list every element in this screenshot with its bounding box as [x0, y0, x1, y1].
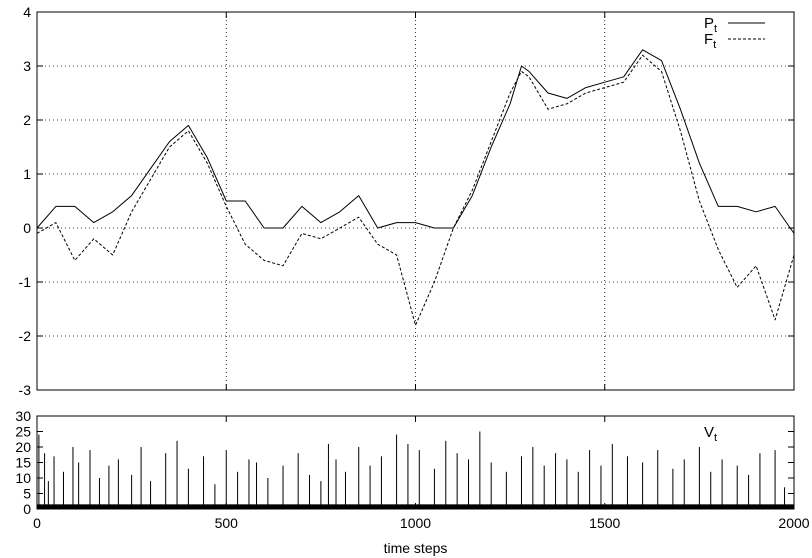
legend-label-Vt: Vt — [704, 424, 717, 444]
y-tick-label: 3 — [23, 58, 31, 74]
y-tick-label: 15 — [15, 455, 31, 471]
legend-name: P — [704, 15, 714, 32]
series-line-Pt — [36, 49, 795, 234]
legend-subscript: t — [714, 23, 717, 35]
y-tick-label: 0 — [23, 501, 31, 517]
x-tick-label: 2000 — [778, 515, 809, 531]
y-tick-label: -3 — [19, 382, 32, 398]
legend-name: F — [704, 31, 713, 48]
legend-label-Pt: Pt — [704, 15, 717, 35]
y-tick-label: 20 — [15, 439, 31, 455]
x-axis-label: time steps — [384, 540, 448, 556]
x-tick-label: 0 — [33, 515, 41, 531]
legend-label-Ft: Ft — [704, 31, 716, 51]
x-tick-label: 500 — [215, 515, 239, 531]
top-axis-ticks: -3 -2 -1 0 1 2 3 4 — [19, 4, 795, 398]
y-tick-label: -1 — [19, 274, 32, 290]
top-series-lines — [36, 49, 795, 326]
y-tick-label: 4 — [23, 4, 31, 20]
y-tick-label: -2 — [19, 328, 32, 344]
y-tick-label: 2 — [23, 112, 31, 128]
y-tick-label: 1 — [23, 166, 31, 182]
y-tick-label: 10 — [15, 470, 31, 486]
top-grid — [37, 12, 794, 390]
x-tick-label: 1000 — [400, 515, 431, 531]
legend-subscript: t — [713, 39, 716, 51]
y-tick-label: 5 — [23, 486, 31, 502]
legend-subscript: t — [714, 432, 717, 444]
y-tick-label: 25 — [15, 424, 31, 440]
bottom-legend: Vt — [704, 424, 717, 444]
y-tick-label: 0 — [23, 220, 31, 236]
series-line-Ft — [36, 54, 795, 326]
legend-name: V — [704, 424, 714, 441]
y-tick-label: 30 — [15, 408, 31, 424]
bottom-spikes — [37, 431, 794, 509]
x-tick-label: 1500 — [589, 515, 620, 531]
